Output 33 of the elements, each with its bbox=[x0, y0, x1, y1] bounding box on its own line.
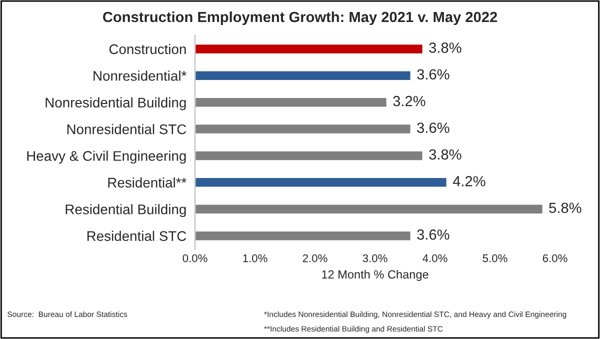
x-tick-label: 0.0% bbox=[182, 254, 208, 262]
data-label: 3.2% bbox=[393, 96, 426, 106]
y-tick-label: Residential** bbox=[108, 177, 186, 188]
x-tick-label: 2.0% bbox=[302, 254, 328, 262]
chart-title: Construction Employment Growth: May 2021 v. May 2022 bbox=[103, 11, 498, 26]
bar bbox=[195, 203, 544, 215]
y-tick-label: Residential STC bbox=[87, 230, 186, 241]
bar bbox=[195, 150, 424, 162]
data-label: 3.6% bbox=[417, 122, 450, 133]
bar bbox=[195, 70, 412, 82]
y-tick-label: Nonresidential* bbox=[94, 70, 186, 81]
data-label: 3.6% bbox=[417, 69, 450, 80]
bar bbox=[195, 43, 424, 55]
x-tick-label: 5.0% bbox=[482, 254, 508, 262]
bar bbox=[195, 96, 388, 108]
y-tick-label: Nonresidential STC bbox=[67, 124, 186, 134]
data-label: 3.6% bbox=[417, 229, 450, 240]
y-tick-label: Heavy & Civil Engineering bbox=[27, 150, 186, 164]
x-tick-label: 4.0% bbox=[422, 254, 448, 262]
x-tick-label: 1.0% bbox=[243, 254, 268, 262]
y-tick-label: Nonresidential Building bbox=[46, 97, 186, 110]
x-axis-title: 12 Month % Change bbox=[322, 270, 428, 281]
bar bbox=[195, 230, 412, 242]
data-label: 3.8% bbox=[429, 42, 462, 53]
y-tick-label: Residential Building bbox=[66, 204, 186, 218]
bar bbox=[195, 123, 412, 135]
data-label: 5.8% bbox=[549, 202, 582, 214]
x-tick-label: 6.0% bbox=[542, 254, 568, 262]
bar bbox=[195, 176, 448, 188]
x-tick-label: 3.0% bbox=[362, 254, 388, 262]
y-tick-label: Construction bbox=[109, 44, 186, 54]
data-label: 4.2% bbox=[452, 176, 486, 186]
data-label: 3.8% bbox=[429, 149, 462, 160]
